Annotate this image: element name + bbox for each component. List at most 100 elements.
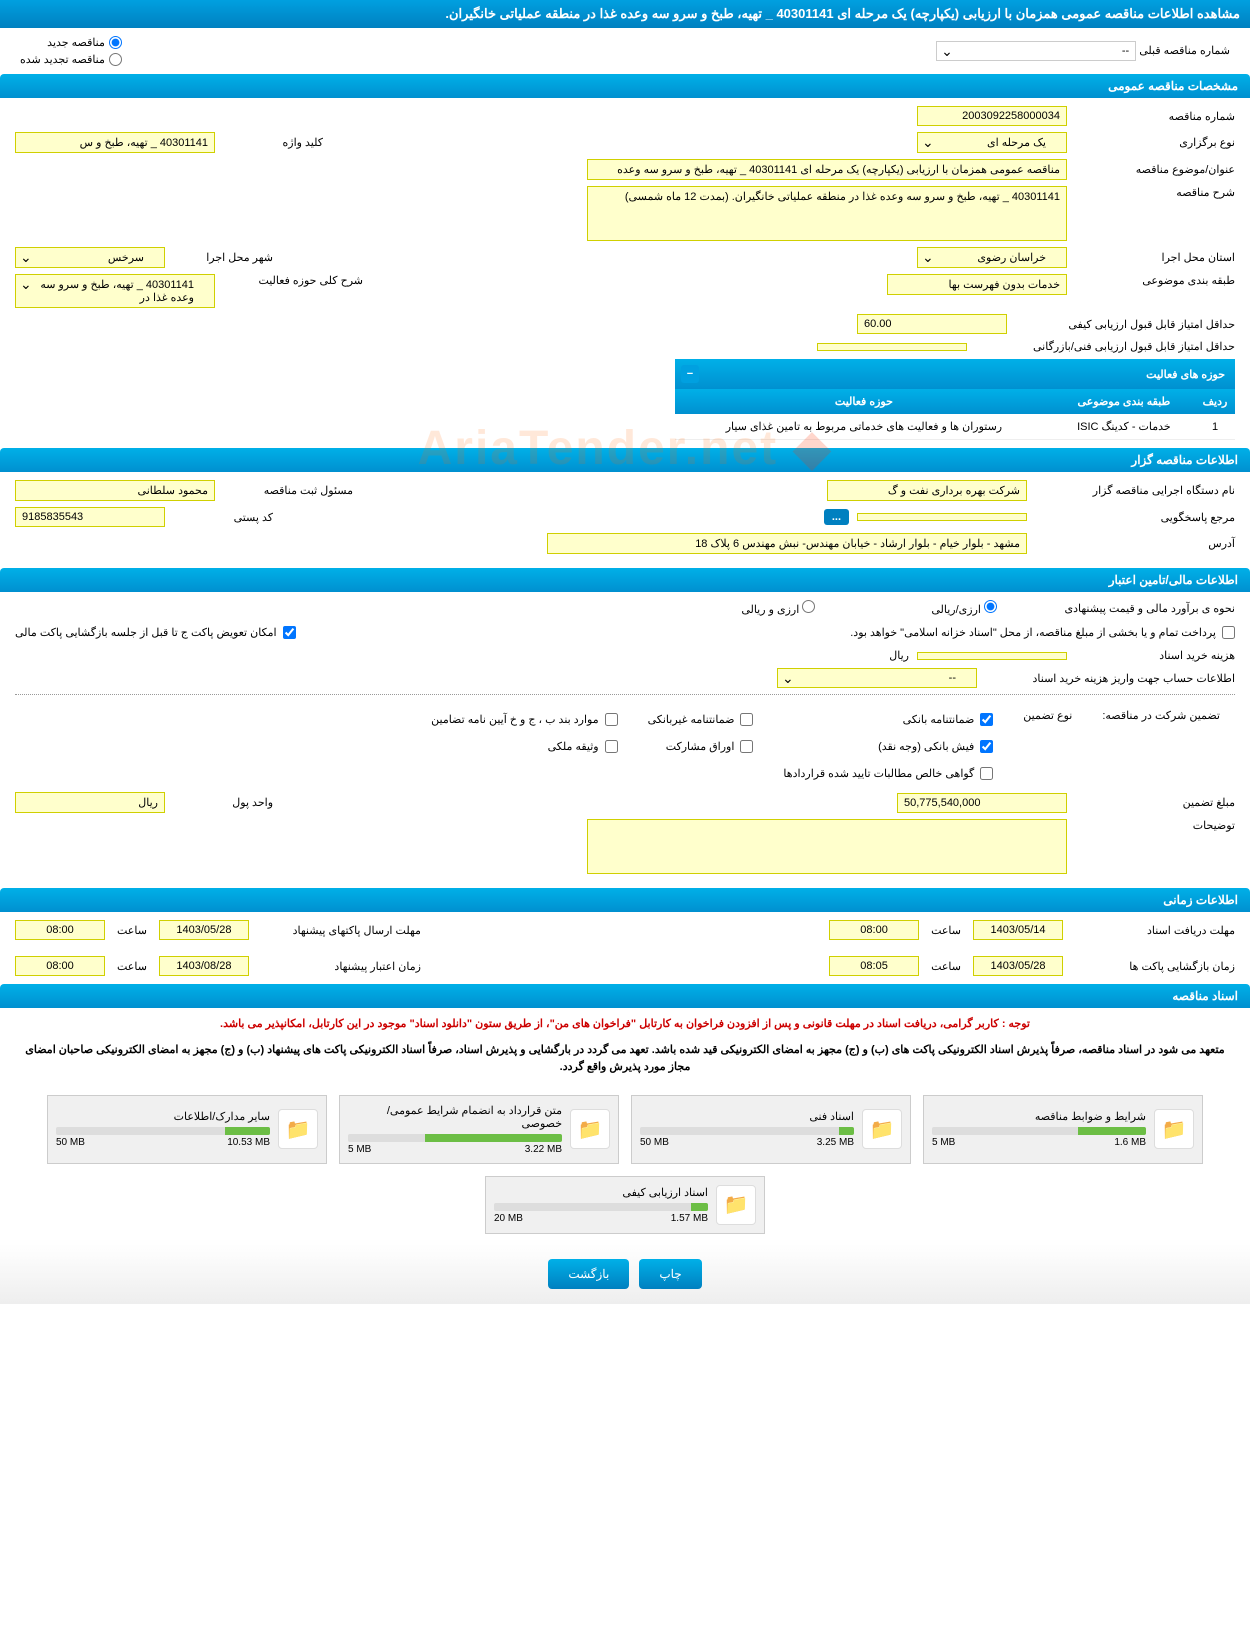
checkbox-g2[interactable]: ضمانتنامه غیربانکی bbox=[648, 713, 754, 726]
holding-type-dropdown[interactable]: یک مرحله ای bbox=[917, 132, 1067, 153]
category-label: طبقه بندی موضوعی bbox=[1075, 274, 1235, 287]
validity-label: زمان اعتبار پیشنهاد bbox=[261, 960, 421, 973]
guarantee-type-label: نوع تضمین bbox=[1023, 709, 1072, 722]
ellipsis-button[interactable]: ... bbox=[824, 509, 849, 525]
checkbox-g5[interactable]: اوراق مشارکت bbox=[648, 740, 754, 753]
doc-total: 20 MB bbox=[494, 1213, 523, 1224]
doc-title: متن قرارداد به انضمام شرایط عمومی/خصوصی bbox=[348, 1104, 562, 1130]
th-category: طبقه بندی موضوعی bbox=[1053, 389, 1195, 414]
receive-deadline-label: مهلت دریافت اسناد bbox=[1075, 924, 1235, 937]
section-general: شماره مناقصه 2003092258000034 نوع برگزار… bbox=[0, 98, 1250, 448]
doc-cost-label: هزینه خرید اسناد bbox=[1075, 649, 1235, 662]
doc-total: 5 MB bbox=[348, 1144, 371, 1155]
address-field: مشهد - بلوار خیام - بلوار ارشاد - خیابان… bbox=[547, 533, 1027, 554]
min-tech-field bbox=[817, 343, 967, 351]
city-label: شهر محل اجرا bbox=[173, 251, 273, 264]
prev-tender-dropdown[interactable]: -- bbox=[936, 41, 1136, 61]
guarantee-amount-label: مبلغ تضمین bbox=[1075, 796, 1235, 809]
document-card[interactable]: 📁 متن قرارداد به انضمام شرایط عمومی/خصوص… bbox=[339, 1095, 619, 1164]
keyword-field: 40301141 _ تهیه، طبخ و س bbox=[15, 132, 215, 153]
document-card[interactable]: 📁 اسناد فنی 50 MB3.25 MB bbox=[631, 1095, 911, 1164]
checkbox-g3[interactable]: موارد بند ب ، ج و خ آیین نامه تضامین bbox=[431, 713, 617, 726]
doc-used: 1.6 MB bbox=[1114, 1137, 1146, 1148]
holding-type-label: نوع برگزاری bbox=[1075, 136, 1235, 149]
folder-icon: 📁 bbox=[570, 1109, 610, 1149]
document-card[interactable]: 📁 شرایط و ضوابط مناقصه 5 MB 1.6 MB bbox=[923, 1095, 1203, 1164]
description-field: 40301141 _ تهیه، طبخ و سرو سه وعده غذا د… bbox=[587, 186, 1067, 241]
section-financial: نحوه ی برآورد مالی و قیمت پیشنهادی ارزی/… bbox=[0, 592, 1250, 888]
folder-icon: 📁 bbox=[1154, 1109, 1194, 1149]
collapse-icon[interactable]: − bbox=[681, 365, 699, 383]
checkbox-g4[interactable]: فیش بانکی (وجه نقد) bbox=[783, 740, 993, 753]
currency-unit-field: ریال bbox=[15, 792, 165, 813]
progress-bar bbox=[932, 1127, 1146, 1135]
activity-desc-dropdown[interactable]: 40301141 _ تهیه، طبخ و سرو سه وعده غذا د… bbox=[15, 274, 215, 308]
doc-used: 1.57 MB bbox=[671, 1213, 708, 1224]
document-card[interactable]: 📁 سایر مدارک/اطلاعات 50 MB10.53 MB bbox=[47, 1095, 327, 1164]
receive-deadline-time: 08:00 bbox=[829, 920, 919, 940]
account-info-dropdown[interactable]: -- bbox=[777, 668, 977, 688]
activity-table-title: حوزه های فعالیت bbox=[705, 359, 1235, 389]
province-dropdown[interactable]: خراسان رضوی bbox=[917, 247, 1067, 268]
progress-bar bbox=[348, 1134, 562, 1142]
radio-rial[interactable]: ارزی/ریالی bbox=[931, 600, 997, 616]
section-documents: توجه : کاربر گرامی، دریافت اسناد در مهلت… bbox=[0, 1008, 1250, 1244]
section-timing-header: اطلاعات زمانی bbox=[0, 888, 1250, 912]
radio-section: شماره مناقصه قبلی -- مناقصه جدید مناقصه … bbox=[0, 28, 1250, 74]
checkbox-payment-note[interactable]: پرداخت تمام و یا بخشی از مبلغ مناقصه، از… bbox=[850, 626, 1235, 639]
th-activity: حوزه فعالیت bbox=[675, 389, 1053, 414]
notes-field bbox=[587, 819, 1067, 874]
response-ref-field bbox=[857, 513, 1027, 521]
radio-new-tender[interactable]: مناقصه جدید bbox=[20, 36, 122, 49]
validity-time: 08:00 bbox=[15, 956, 105, 976]
opening-time: 08:05 bbox=[829, 956, 919, 976]
city-dropdown[interactable]: سرخس bbox=[15, 247, 165, 268]
checkbox-g6[interactable]: وثیقه ملکی bbox=[431, 740, 617, 753]
doc-total: 5 MB bbox=[932, 1137, 955, 1148]
notes-label: توضیحات bbox=[1075, 819, 1235, 832]
section-timing: مهلت دریافت اسناد 1403/05/14 ساعت 08:00 … bbox=[0, 912, 1250, 984]
radio-currency[interactable]: ارزی و ریالی bbox=[741, 600, 815, 616]
activity-table: حوزه های فعالیت− ردیف طبقه بندی موضوعی ح… bbox=[675, 359, 1235, 440]
registrar-label: مسئول ثبت مناقصه bbox=[223, 484, 353, 497]
account-info-label: اطلاعات حساب جهت واریز هزینه خرید اسناد bbox=[985, 672, 1235, 685]
page-title: مشاهده اطلاعات مناقصه عمومی همزمان با ار… bbox=[0, 0, 1250, 28]
guarantee-amount-field: 50,775,540,000 bbox=[897, 793, 1067, 813]
folder-icon: 📁 bbox=[716, 1185, 756, 1225]
exec-org-label: نام دستگاه اجرایی مناقصه گزار bbox=[1035, 484, 1235, 497]
doc-title: اسناد فنی bbox=[640, 1110, 854, 1123]
section-financial-header: اطلاعات مالی/تامین اعتبار bbox=[0, 568, 1250, 592]
estimate-label: نحوه ی برآورد مالی و قیمت پیشنهادی bbox=[1005, 602, 1235, 615]
tender-type-radios: مناقصه جدید مناقصه تجدید شده bbox=[20, 36, 122, 66]
response-ref-label: مرجع پاسخگویی bbox=[1035, 511, 1235, 524]
receive-deadline-date: 1403/05/14 bbox=[973, 920, 1063, 940]
section-documents-header: اسناد مناقصه bbox=[0, 984, 1250, 1008]
checkbox-g1[interactable]: ضمانتنامه بانکی bbox=[783, 713, 993, 726]
radio-renewed-tender[interactable]: مناقصه تجدید شده bbox=[20, 53, 122, 66]
doc-used: 10.53 MB bbox=[227, 1137, 270, 1148]
time-label-4: ساعت bbox=[117, 960, 147, 973]
address-label: آدرس bbox=[1035, 537, 1235, 550]
exec-org-field: شرکت بهره برداری نفت و گ bbox=[827, 480, 1027, 501]
section-organizer: نام دستگاه اجرایی مناقصه گزار شرکت بهره … bbox=[0, 472, 1250, 568]
guarantee-label: تضمین شرکت در مناقصه: bbox=[1102, 709, 1220, 722]
currency-unit-label: واحد پول bbox=[173, 796, 273, 809]
doc-total: 50 MB bbox=[640, 1137, 669, 1148]
min-quality-field: 60.00 bbox=[857, 314, 1007, 334]
rial-unit: ریال bbox=[889, 649, 909, 662]
prev-tender-label: شماره مناقصه قبلی bbox=[1139, 45, 1230, 57]
doc-title: شرایط و ضوابط مناقصه bbox=[932, 1110, 1146, 1123]
category-field: خدمات بدون فهرست بها bbox=[887, 274, 1067, 295]
title-field: مناقصه عمومی همزمان با ارزیابی (یکپارچه)… bbox=[587, 159, 1067, 180]
back-button[interactable]: بازگشت bbox=[548, 1259, 629, 1289]
time-label-2: ساعت bbox=[117, 924, 147, 937]
tender-number-field: 2003092258000034 bbox=[917, 106, 1067, 126]
doc-total: 50 MB bbox=[56, 1137, 85, 1148]
document-card[interactable]: 📁 اسناد ارزیابی کیفی 20 MB1.57 MB bbox=[485, 1176, 765, 1234]
checkbox-swap-note[interactable]: امکان تعویض پاکت ج تا قبل از جلسه بازگشا… bbox=[15, 626, 296, 639]
description-label: شرح مناقصه bbox=[1075, 186, 1235, 199]
checkbox-g7[interactable]: گواهی خالص مطالبات تایید شده قراردادها bbox=[783, 767, 993, 780]
min-quality-label: حداقل امتیاز قابل قبول ارزیابی کیفی bbox=[1015, 318, 1235, 331]
tender-number-label: شماره مناقصه bbox=[1075, 110, 1235, 123]
print-button[interactable]: چاپ bbox=[639, 1259, 701, 1289]
